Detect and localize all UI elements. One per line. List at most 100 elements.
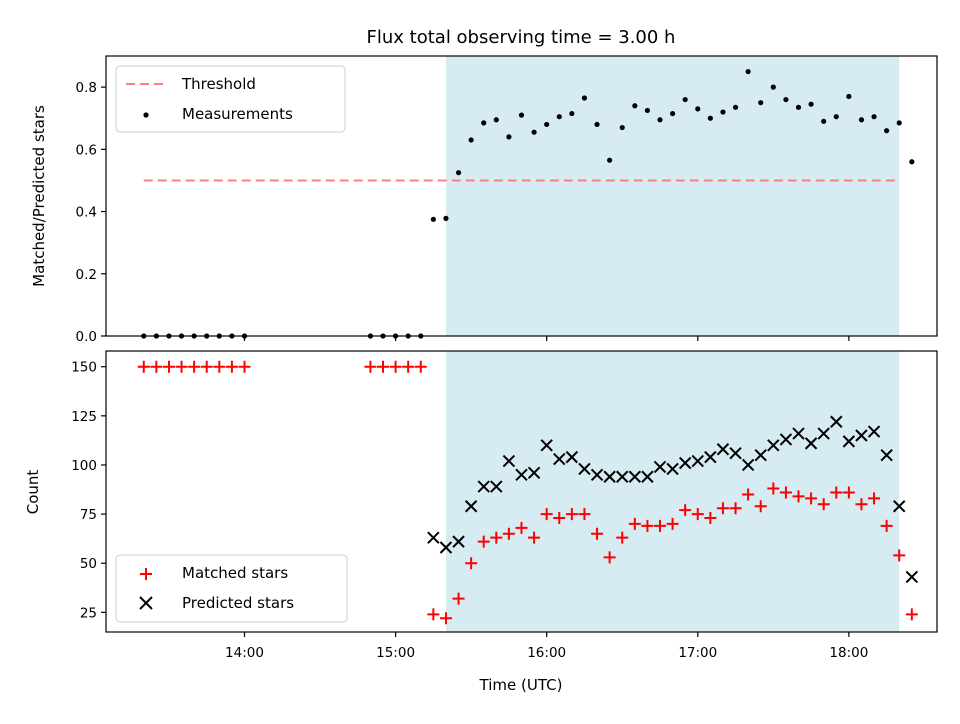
matched-star-point xyxy=(175,360,188,373)
matched-star-point xyxy=(565,508,578,521)
matched-star-point xyxy=(578,508,591,521)
matched-star-point xyxy=(389,360,402,373)
top-observing-span xyxy=(445,56,900,336)
measurement-point xyxy=(821,118,827,124)
matched-star-point xyxy=(616,531,629,544)
matched-star-point xyxy=(905,608,918,621)
measurement-point xyxy=(632,103,638,109)
measurement-point xyxy=(619,124,625,131)
measurement-point xyxy=(808,101,814,107)
bottom-legend: Matched stars Predicted stars xyxy=(115,554,348,623)
bottom-y-ticks: 25 50 75 100 125 150 xyxy=(71,360,106,621)
matched-star-point xyxy=(162,360,175,373)
predicted-star-point xyxy=(729,446,742,460)
predicted-star-point xyxy=(779,433,793,446)
matched-star-point xyxy=(213,360,226,373)
matched-star-point xyxy=(855,498,868,511)
measurement-point xyxy=(783,96,789,103)
bottom-y-tick-label: 50 xyxy=(80,556,97,572)
predicted-star-points xyxy=(427,415,919,584)
matched-star-point xyxy=(716,502,729,515)
matched-star-point xyxy=(490,531,503,544)
matched-star-point xyxy=(704,512,717,525)
matched-star-point xyxy=(868,492,881,505)
measurement-point xyxy=(481,120,487,126)
measurement-point xyxy=(846,93,852,100)
predicted-star-point xyxy=(653,460,667,474)
bottom-axes-frame xyxy=(105,350,938,633)
measurement-point xyxy=(443,215,449,221)
matched-star-point xyxy=(666,517,679,530)
measurement-point xyxy=(594,121,600,128)
bottom-y-tick-label: 25 xyxy=(80,605,97,621)
measurement-point xyxy=(909,159,915,165)
matched-star-point xyxy=(830,486,843,499)
bottom-y-tick-label: 125 xyxy=(71,409,97,425)
predicted-star-point xyxy=(553,452,566,466)
legend-predicted-swatch xyxy=(139,596,153,610)
matched-star-point xyxy=(553,512,566,525)
predicted-star-point xyxy=(855,429,868,442)
measurement-point xyxy=(884,128,890,134)
legend-threshold-label: Threshold xyxy=(181,75,256,93)
measurement-point xyxy=(455,170,462,176)
predicted-star-point xyxy=(741,458,755,472)
matched-star-point xyxy=(591,527,604,540)
predicted-star-point xyxy=(905,570,919,584)
predicted-star-point xyxy=(515,468,528,482)
top-legend: Threshold Measurements xyxy=(115,65,346,133)
measurement-point xyxy=(506,134,512,140)
predicted-star-point xyxy=(754,448,767,462)
predicted-star-point xyxy=(490,480,503,493)
measurement-point xyxy=(720,109,726,115)
matched-star-point xyxy=(540,508,553,521)
predicted-star-point xyxy=(867,425,881,438)
predicted-star-point xyxy=(830,415,843,428)
matched-star-point xyxy=(477,535,490,548)
matched-star-point xyxy=(188,360,201,373)
predicted-star-point xyxy=(616,470,629,483)
matched-star-point xyxy=(414,360,427,373)
predicted-star-point xyxy=(666,462,679,476)
top-y-ticks: 0.0 0.2 0.4 0.6 0.8 xyxy=(76,80,106,345)
predicted-star-point xyxy=(792,427,805,440)
matched-star-point xyxy=(742,488,755,501)
measurement-point xyxy=(858,117,865,123)
predicted-star-point xyxy=(565,450,579,464)
matched-star-point xyxy=(628,517,641,530)
measurement-point xyxy=(682,96,688,103)
top-y-tick-label: 0.8 xyxy=(76,80,97,96)
measurement-point xyxy=(531,129,537,135)
predicted-star-point xyxy=(716,443,730,456)
measurement-point xyxy=(493,117,499,123)
predicted-star-point xyxy=(842,435,856,448)
measurement-point xyxy=(556,114,562,120)
measurement-point xyxy=(581,95,588,101)
measurement-point xyxy=(896,120,902,126)
measurement-point xyxy=(569,110,575,117)
matched-star-point xyxy=(200,360,213,373)
x-tick-label: 15:00 xyxy=(376,645,415,661)
bottom-y-tick-label: 150 xyxy=(71,360,97,376)
matched-star-point xyxy=(452,592,465,605)
matched-star-point xyxy=(427,608,440,621)
predicted-star-point xyxy=(477,480,490,493)
predicted-star-point xyxy=(880,448,893,462)
matched-star-point xyxy=(402,360,415,373)
matched-star-point xyxy=(729,502,742,515)
predicted-star-point xyxy=(590,468,604,482)
top-legend-box xyxy=(115,65,346,133)
bottom-panel: 25 50 75 100 125 150 14:00 15:00 16:00 17:00 18:0… xyxy=(24,350,938,694)
measurement-point xyxy=(518,112,525,118)
matched-star-point xyxy=(225,360,238,373)
matched-star-point xyxy=(842,486,855,499)
top-y-tick-label: 0.2 xyxy=(76,267,97,283)
matched-star-point xyxy=(603,551,616,564)
matched-star-point xyxy=(528,531,541,544)
predicted-star-point xyxy=(527,466,541,480)
measurement-point xyxy=(732,104,739,110)
x-tick-label: 18:00 xyxy=(829,645,868,661)
matched-star-point xyxy=(893,549,906,562)
matched-star-point xyxy=(377,360,389,373)
measurement-point xyxy=(770,84,776,90)
